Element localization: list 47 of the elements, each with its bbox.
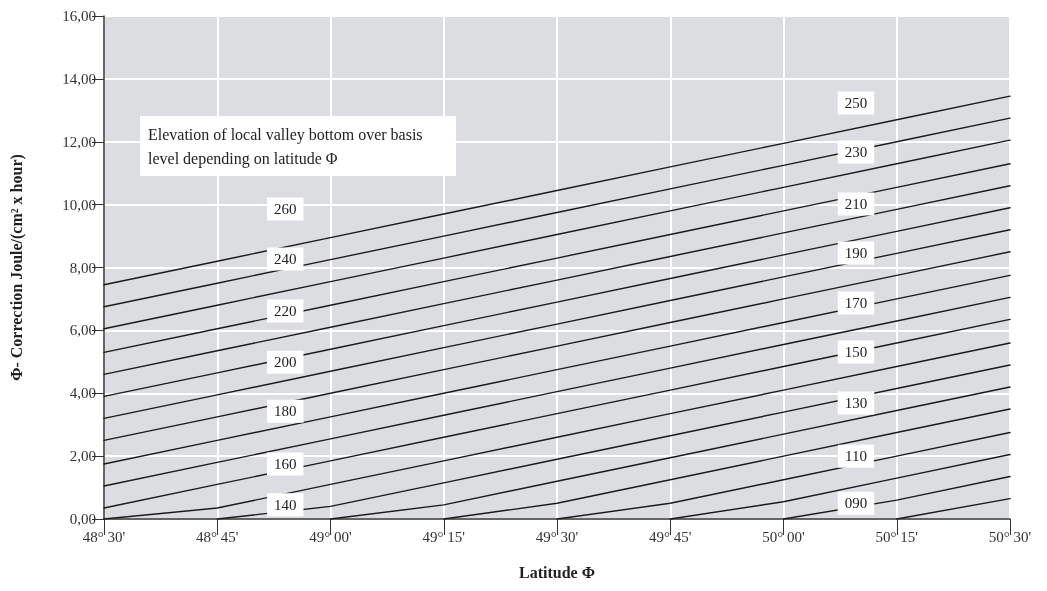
line-series (103, 185, 1011, 376)
annotation: 090 (844, 495, 868, 512)
annotation: 170 (844, 295, 868, 312)
annotation: Elevation of local valley bottom over basis level depending on latitude Φ (148, 125, 427, 168)
x-tick-label: 50° 00' (762, 528, 806, 545)
annotation: 210 (844, 196, 868, 212)
x-tick-label: 50° 30' (988, 528, 1032, 545)
annotation: 180 (273, 403, 297, 420)
y-tick-label: 10,00 (62, 196, 96, 213)
line-series (669, 453, 1011, 520)
line-series (103, 318, 1011, 509)
y-tick-label: 14,00 (62, 70, 96, 87)
annotation: 200 (273, 354, 297, 371)
annotation: 250 (844, 95, 868, 112)
line-series (329, 386, 1011, 520)
line-series (103, 229, 1011, 420)
y-tick-label: 4,00 (69, 385, 96, 402)
line-series (443, 408, 1011, 520)
x-tick-label: 48° 30' (82, 528, 126, 545)
annotation: 240 (273, 251, 297, 268)
x-tick-label: 49° 00' (309, 528, 353, 545)
y-tick-label: 0,00 (69, 511, 96, 527)
x-tick-label: 50° 15' (875, 528, 919, 545)
x-axis-title: Latitude Φ (519, 563, 595, 581)
y-tick-label: 6,00 (69, 322, 96, 339)
y-axis-title: Φ- Correction Joule/(cm² x hour) (7, 154, 26, 381)
annotation: 110 (845, 448, 867, 465)
y-tick-label: 2,00 (69, 448, 96, 465)
annotation: 160 (273, 455, 297, 472)
y-tick-label: 8,00 (69, 259, 96, 276)
line-series (103, 95, 1011, 286)
annotation: 140 (273, 496, 297, 513)
x-tick-label: 49° 30' (535, 528, 579, 545)
annotation: 260 (273, 201, 297, 218)
x-tick-label: 49° 45' (649, 528, 692, 545)
y-tick-label: 16,00 (62, 8, 96, 24)
line-series (103, 296, 1011, 487)
x-tick-label: 49° 15' (422, 528, 466, 545)
annotation: 150 (844, 344, 868, 361)
line-series (103, 117, 1011, 308)
line-series (556, 431, 1011, 520)
annotation: 230 (844, 144, 868, 161)
y-tick-label: 12,00 (62, 133, 96, 150)
annotation: 190 (844, 245, 868, 262)
annotation: 130 (844, 395, 868, 411)
x-tick-label: 48° 45' (196, 528, 239, 545)
annotation: 220 (273, 302, 297, 319)
